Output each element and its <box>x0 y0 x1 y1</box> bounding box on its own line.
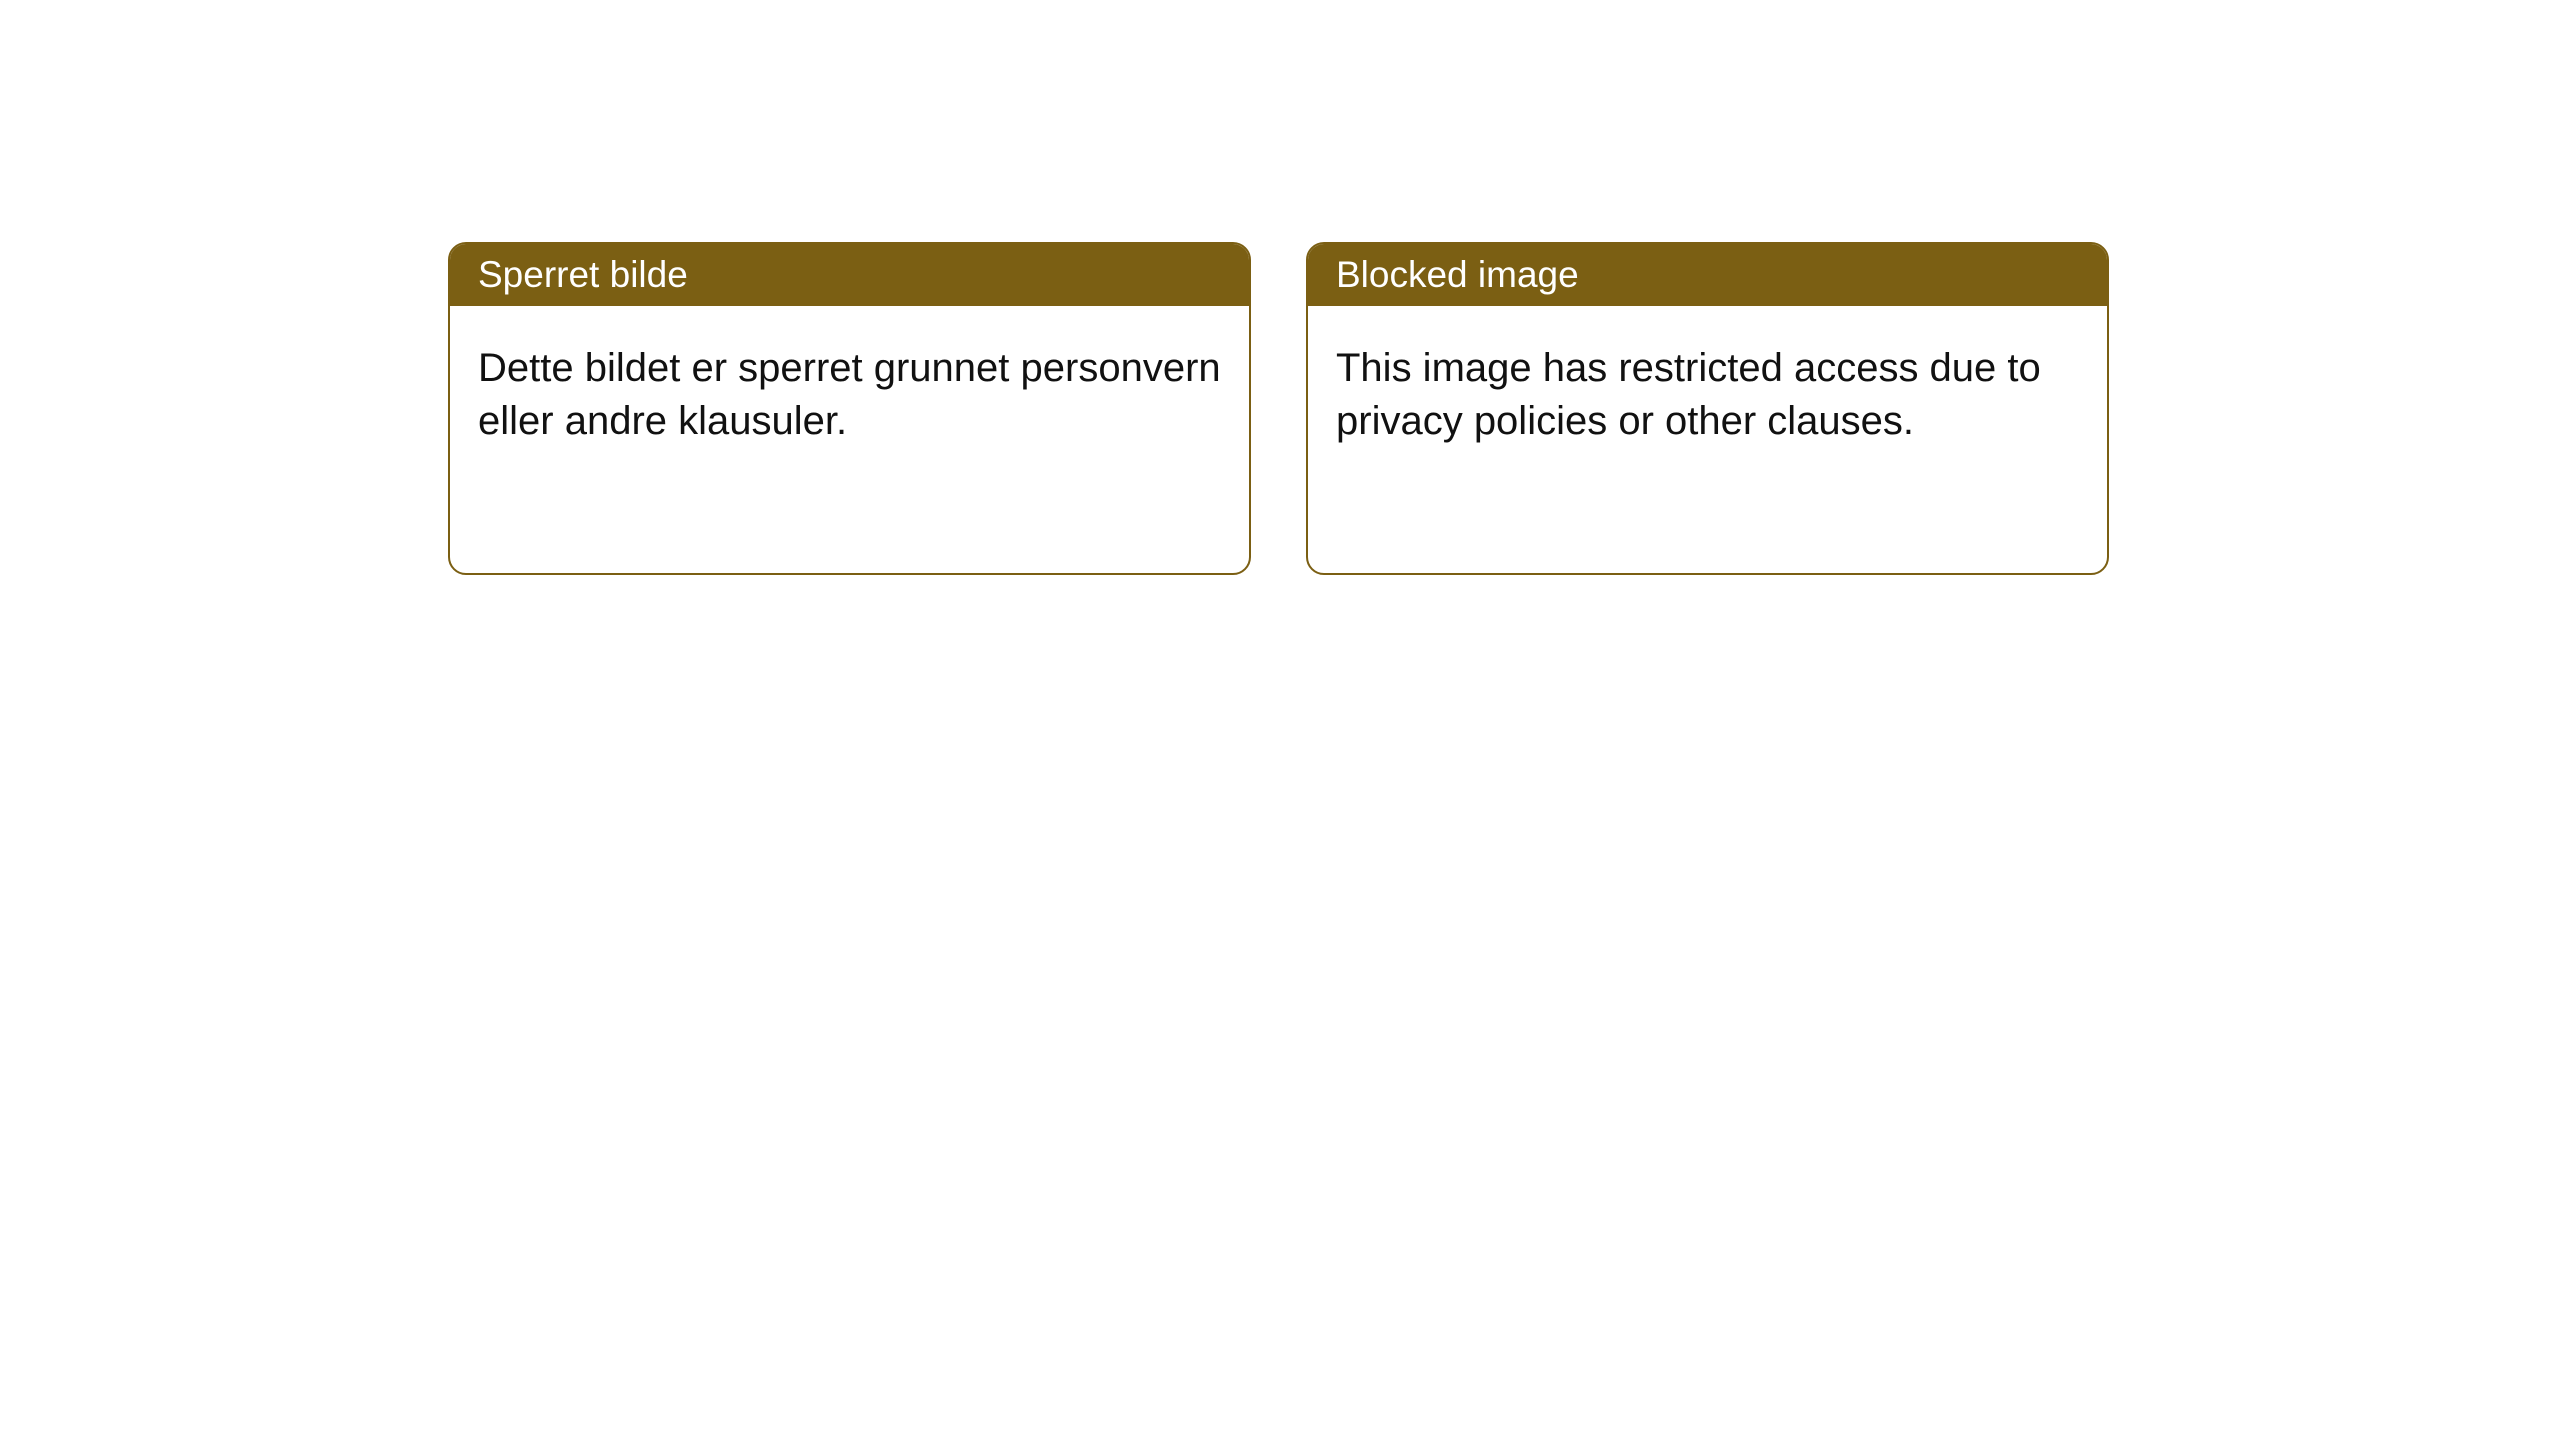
notice-card-english: Blocked image This image has restricted … <box>1306 242 2109 575</box>
notice-title-en: Blocked image <box>1308 244 2107 306</box>
notice-card-norwegian: Sperret bilde Dette bildet er sperret gr… <box>448 242 1251 575</box>
notice-body-nb: Dette bildet er sperret grunnet personve… <box>450 306 1249 484</box>
notice-title-nb: Sperret bilde <box>450 244 1249 306</box>
notice-body-en: This image has restricted access due to … <box>1308 306 2107 484</box>
notice-container: Sperret bilde Dette bildet er sperret gr… <box>0 0 2560 575</box>
